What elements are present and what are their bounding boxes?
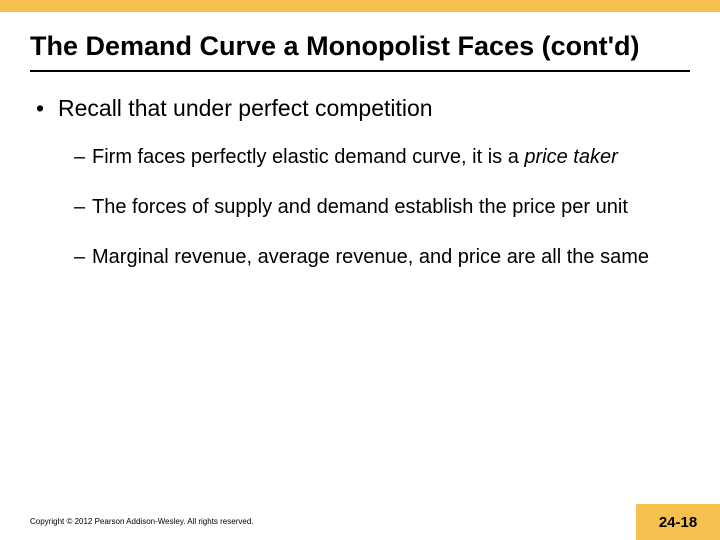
bullet-text: Firm faces perfectly elastic demand curv… [92,146,524,168]
bullet-level2: The forces of supply and demand establis… [74,194,690,220]
accent-top-bar [0,0,720,12]
copyright-text: Copyright © 2012 Pearson Addison-Wesley.… [30,517,254,526]
title-underline [30,70,690,72]
bullet-level2: Firm faces perfectly elastic demand curv… [74,144,690,170]
bullet-level1: Recall that under perfect competition [36,94,690,124]
page-number: 24-18 [659,514,697,531]
page-number-box: 24-18 [636,504,720,540]
bullet-text-italic: price taker [524,146,617,168]
slide-title: The Demand Curve a Monopolist Faces (con… [30,30,690,64]
bullet-level2: Marginal revenue, average revenue, and p… [74,244,690,270]
slide-body: The Demand Curve a Monopolist Faces (con… [0,12,720,540]
